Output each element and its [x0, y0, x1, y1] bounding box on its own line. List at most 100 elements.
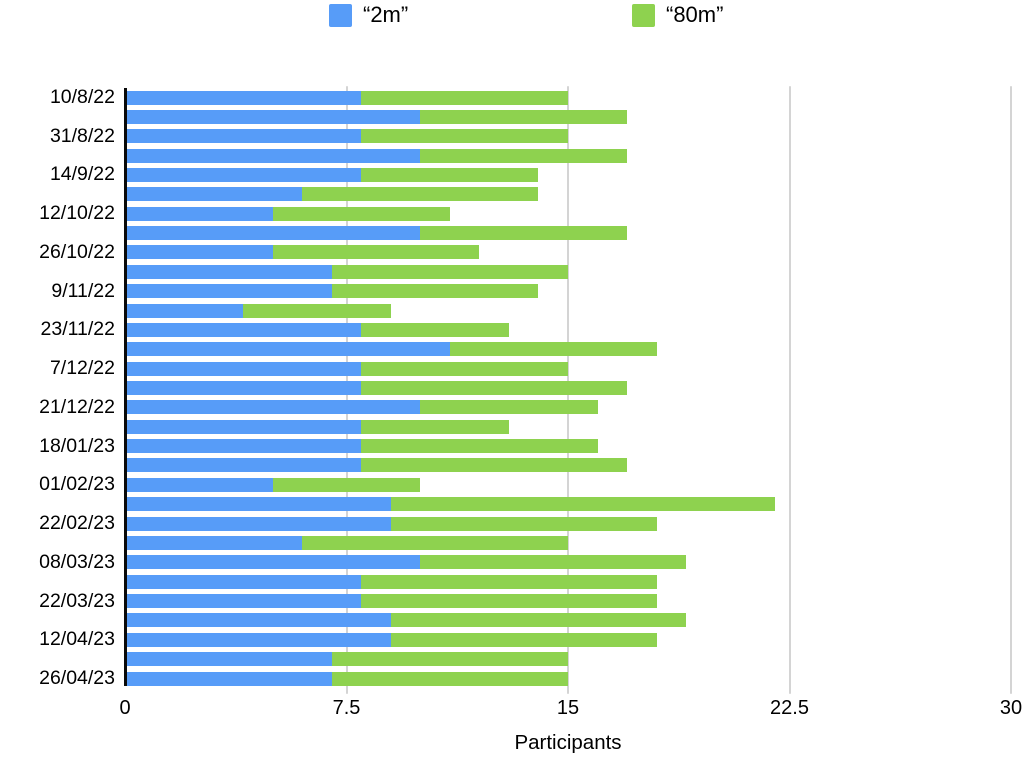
bar-segment-2m [125, 652, 332, 667]
bar-segment-2m [125, 671, 332, 686]
bar-segment-80m [361, 419, 509, 434]
bar-segment-2m [125, 342, 450, 357]
bar-segment-2m [125, 594, 362, 609]
bar-segment-80m [272, 477, 421, 492]
legend-swatch-80m-icon [632, 3, 655, 27]
bar-segment-80m [361, 594, 657, 609]
y-axis-label: 01/02/23 [39, 473, 115, 496]
bar-row [0, 109, 1011, 125]
bar-segment-2m [125, 206, 273, 221]
bar-segment-80m [361, 129, 568, 144]
bar-segment-80m [331, 652, 568, 667]
bar-track [125, 667, 1011, 690]
bar-segment-2m [125, 322, 362, 337]
bar-segment-2m [125, 264, 332, 279]
bar-row [0, 186, 1011, 202]
y-axis-label: 22/02/23 [39, 512, 115, 535]
y-axis-label: 21/12/22 [39, 395, 115, 418]
bar-segment-2m [125, 632, 391, 647]
y-axis-label: 12/10/22 [39, 202, 115, 225]
bar-segment-2m [125, 148, 421, 163]
bar-segment-80m [390, 632, 657, 647]
bar-track [125, 496, 1011, 512]
bar-segment-2m [125, 497, 391, 512]
bar-segment-2m [125, 419, 362, 434]
y-axis-label: 12/04/23 [39, 628, 115, 651]
bar-segment-80m [390, 516, 657, 531]
y-axis-label: 18/01/23 [39, 434, 115, 457]
bar-track [125, 435, 1011, 458]
bar-segment-2m [125, 381, 362, 395]
bar-track [125, 109, 1011, 125]
bar-track [125, 380, 1011, 396]
bar-segment-2m [125, 555, 421, 570]
bar-track [125, 473, 1011, 496]
bar-segment-80m [420, 109, 628, 124]
bar-segment-2m [125, 439, 362, 454]
bar-segment-2m [125, 109, 421, 124]
bar-track [125, 512, 1011, 535]
x-tick-label-7.5: 7.5 [332, 697, 361, 719]
bar-row [0, 341, 1011, 357]
bar-row [0, 535, 1011, 551]
y-axis-label [0, 613, 115, 629]
bar-segment-80m [361, 458, 628, 473]
bar-track [125, 651, 1011, 667]
y-axis-label [0, 458, 115, 474]
bar-track [125, 396, 1011, 419]
bar-row: 14/9/22 [0, 163, 1011, 186]
bar-row [0, 303, 1011, 319]
x-tick-label-30: 30 [999, 697, 1023, 719]
legend-item-2m: “2m” [329, 2, 408, 28]
bar-segment-80m [361, 381, 628, 395]
bar-segment-80m [420, 400, 598, 415]
bar-track [125, 535, 1011, 551]
y-axis-label: 26/10/22 [39, 240, 115, 263]
bar-row: 26/04/23 [0, 667, 1011, 690]
bar-track [125, 628, 1011, 651]
bar-row: 31/8/22 [0, 125, 1011, 148]
bar-track [125, 590, 1011, 613]
bar-segment-2m [125, 167, 362, 182]
bar-segment-80m [361, 574, 657, 589]
bar-track [125, 574, 1011, 590]
bar-segment-80m [390, 497, 775, 512]
bar-row: 12/04/23 [0, 628, 1011, 651]
bar-row [0, 225, 1011, 241]
bar-row: 7/12/22 [0, 357, 1011, 380]
bar-track [125, 419, 1011, 435]
bar-row: 26/10/22 [0, 241, 1011, 264]
legend-label-2m: “2m” [363, 2, 409, 27]
bar-segment-2m [125, 458, 362, 473]
bar-row [0, 574, 1011, 590]
bar-segment-80m [390, 613, 687, 628]
bar-segment-80m [449, 342, 657, 357]
bar-track [125, 241, 1011, 264]
bar-row: 08/03/23 [0, 551, 1011, 574]
bar-segment-2m [125, 613, 391, 628]
bar-segment-80m [331, 264, 568, 279]
bar-segment-2m [125, 516, 391, 531]
bar-segment-2m [125, 245, 273, 260]
bar-segment-80m [302, 187, 539, 202]
bar-segment-2m [125, 129, 362, 144]
gridline-30 [1010, 86, 1012, 695]
bar-segment-2m [125, 226, 421, 241]
bar-segment-80m [272, 245, 480, 260]
bar-segment-80m [243, 303, 391, 318]
bar-track [125, 341, 1011, 357]
bar-row: 9/11/22 [0, 280, 1011, 303]
bar-segment-80m [420, 226, 628, 241]
bar-row: 01/02/23 [0, 473, 1011, 496]
bar-track [125, 551, 1011, 574]
bar-track [125, 303, 1011, 319]
y-axis-label [0, 109, 115, 125]
bar-segment-2m [125, 400, 421, 415]
bar-track [125, 86, 1011, 109]
y-axis-label [0, 380, 115, 396]
bar-row: 18/01/23 [0, 435, 1011, 458]
bar-row: 22/03/23 [0, 590, 1011, 613]
y-axis-label [0, 419, 115, 435]
bar-row [0, 419, 1011, 435]
